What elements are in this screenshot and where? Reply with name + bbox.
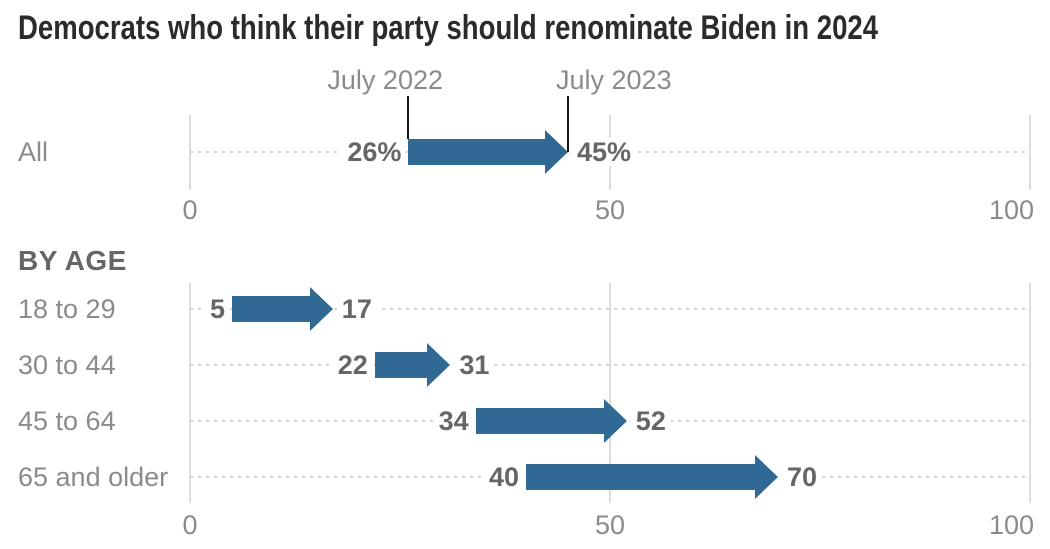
- value-to: 52: [630, 407, 671, 435]
- legend-label-july-2023: July 2023: [556, 65, 672, 95]
- gridline-100: [1029, 115, 1031, 190]
- gridline-0: [189, 115, 191, 190]
- value-to: 70: [782, 463, 823, 491]
- axis-tick-bottom-50: 50: [594, 510, 626, 540]
- row-label-all: All: [18, 137, 49, 167]
- arrow-shaft: [526, 464, 757, 490]
- arrow-shaft: [374, 352, 430, 378]
- gridline-100: [1029, 283, 1031, 503]
- legend-tick-july-2023: [567, 96, 569, 152]
- arrow-18-to-29: [232, 287, 333, 331]
- arrow-shaft: [408, 139, 547, 165]
- row-18-to-29: 18 to 29 5 17: [0, 281, 1050, 337]
- arrow-shaft: [232, 296, 312, 322]
- value-from-all: 26%: [342, 138, 407, 166]
- section-header-by-age: BY AGE: [18, 245, 127, 276]
- row-65-and-older: 65 and older 40 70: [0, 449, 1050, 505]
- arrow-shaft: [475, 408, 606, 434]
- arrow-45-to-64: [475, 399, 627, 443]
- row-45-to-64: 45 to 64 34 52: [0, 393, 1050, 449]
- arrow-head-icon: [755, 455, 778, 499]
- row-label: 65 and older: [18, 462, 169, 492]
- arrow-head-icon: [427, 343, 451, 387]
- row-label: 30 to 44: [18, 350, 116, 380]
- axis-tick-top-50: 50: [594, 195, 626, 225]
- value-to: 31: [454, 351, 495, 379]
- arrow-head-icon: [544, 130, 568, 174]
- legend-label-july-2022: July 2022: [327, 65, 443, 95]
- row-label: 18 to 29: [18, 294, 116, 324]
- axis-tick-bottom-100: 100: [988, 510, 1034, 540]
- arrow-65-and-older: [526, 455, 778, 499]
- arrow-head-icon: [603, 399, 627, 443]
- arrow-30-to-44: [374, 343, 451, 387]
- value-from: 34: [433, 407, 474, 435]
- value-to-all: 45%: [572, 138, 637, 166]
- value-from: 40: [483, 463, 524, 491]
- row-all: All 26% 45%: [0, 124, 1050, 180]
- gridline-50: [609, 283, 611, 503]
- axis-tick-top-0: 0: [182, 195, 198, 225]
- chart-title: Democrats who think their party should r…: [18, 9, 879, 47]
- value-from: 22: [332, 351, 373, 379]
- value-from: 5: [204, 295, 230, 323]
- axis-tick-top-100: 100: [988, 195, 1034, 225]
- value-to: 17: [336, 295, 377, 323]
- row-label: 45 to 64: [18, 406, 116, 436]
- gridline-0: [189, 283, 191, 503]
- row-30-to-44: 30 to 44 22 31: [0, 337, 1050, 393]
- arrow-head-icon: [309, 287, 333, 331]
- arrow-all: [408, 130, 568, 174]
- axis-tick-bottom-0: 0: [182, 510, 198, 540]
- legend-tick-july-2022: [407, 96, 410, 139]
